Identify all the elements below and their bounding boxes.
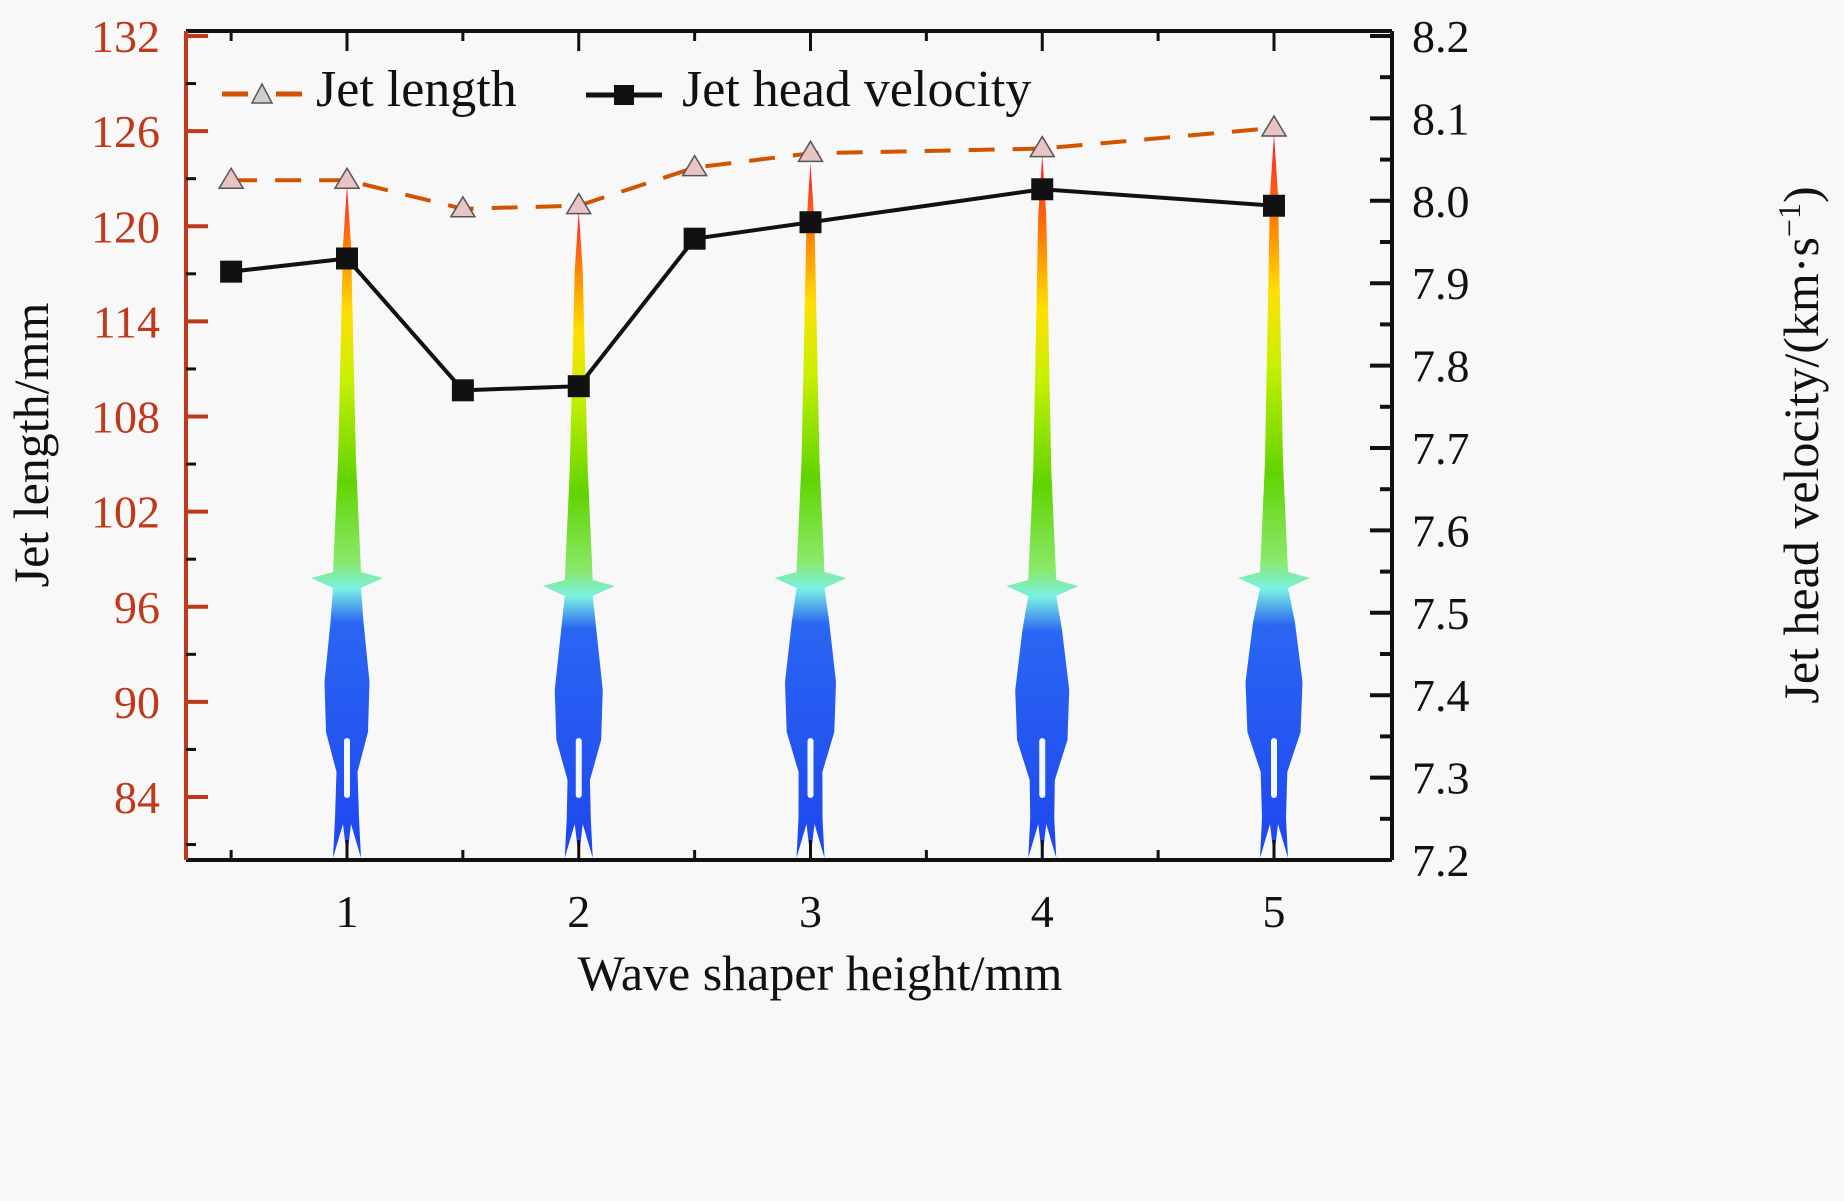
right-axis-title-sup: −1 [1771, 203, 1807, 237]
left-tick-label: 90 [114, 677, 160, 728]
jet-image-1 [311, 185, 383, 858]
jet-image-4 [1006, 154, 1079, 858]
legend-velocity-marker [614, 85, 634, 105]
x-axis-title: Wave shaper height/mm [578, 945, 1063, 1001]
right-axis-tick-labels: 7.2 7.3 7.4 7.5 7.6 7.7 7.8 7.9 8.0 8.1 8.2 [1412, 11, 1470, 886]
legend: Jet length Jet head velocity [222, 61, 1031, 118]
jet-body-4 [1006, 154, 1079, 858]
right-tick-label: 8.2 [1412, 11, 1470, 62]
left-axis-tick-labels: 84 90 96 102 108 114 120 126 132 [91, 11, 160, 823]
jet-velocity-point [683, 227, 706, 250]
jet-length-point [449, 195, 477, 218]
jet-velocity-point [220, 260, 243, 283]
right-tick-label: 7.5 [1412, 588, 1470, 639]
left-tick-label: 96 [114, 582, 160, 633]
series-line-jet-length [231, 125, 1275, 211]
jet-velocity-point [1031, 178, 1054, 201]
right-axis-title-close: ) [1773, 186, 1829, 203]
jet-length-point [1028, 135, 1056, 158]
x-tick-label: 5 [1263, 886, 1286, 937]
right-tick-label: 7.8 [1412, 341, 1470, 392]
jet-velocity-point [799, 211, 822, 234]
series-jet-length [217, 114, 1288, 218]
jet-image-5 [1238, 134, 1310, 858]
jet-velocity-point [1263, 194, 1285, 217]
jet-velocity-point [451, 379, 474, 402]
x-tick-label: 4 [1031, 886, 1054, 937]
right-tick-label: 7.6 [1412, 505, 1470, 556]
jet-length-point [333, 166, 361, 190]
left-tick-label: 126 [91, 106, 160, 157]
right-axis-title-main: Jet head velocity/(km·s [1773, 237, 1829, 704]
left-tick-label: 132 [91, 11, 160, 62]
jet-length-point [797, 139, 824, 163]
left-tick-label: 114 [93, 296, 160, 347]
left-axis-title: Jet length/mm [3, 303, 59, 588]
jet-velocity-point [567, 375, 590, 398]
x-tick-label: 2 [567, 886, 590, 937]
series-layer [217, 114, 1288, 402]
jet-slug-gap-4 [1039, 738, 1046, 798]
legend-label-jet-head-velocity: Jet head velocity [682, 61, 1031, 118]
right-tick-label: 8.0 [1412, 176, 1470, 227]
plot-frame [184, 29, 1394, 862]
right-tick-label: 7.4 [1412, 670, 1470, 721]
jet-body-3 [774, 162, 847, 859]
jet-body-2 [542, 210, 615, 859]
left-tick-label: 120 [91, 201, 160, 252]
jet-simulation-images [311, 134, 1310, 859]
right-tick-label: 7.7 [1412, 423, 1470, 474]
jet-slug-gap-5 [1271, 738, 1277, 798]
left-tick-label: 102 [91, 487, 160, 538]
jet-velocity-point [336, 247, 358, 270]
legend-label-jet-length: Jet length [316, 61, 517, 118]
jet-length-point [1260, 114, 1288, 137]
jet-length-point [681, 154, 708, 177]
jet-body-5 [1238, 134, 1310, 858]
left-tick-label: 84 [114, 772, 160, 823]
legend-item-jet-head-velocity: Jet head velocity [586, 61, 1031, 118]
series-line-jet-head-velocity [230, 187, 1275, 393]
right-axis-title: Jet head velocity/(km·s−1) [1771, 186, 1829, 703]
left-tick-label: 108 [91, 392, 160, 443]
right-tick-label: 8.1 [1412, 93, 1470, 144]
jet-image-2 [542, 210, 615, 859]
legend-item-jet-length: Jet length [222, 61, 517, 118]
jet-slug-gap-2 [575, 738, 582, 798]
jet-image-3 [774, 162, 847, 859]
jet-length-point [565, 192, 593, 215]
jet-slug-gap-3 [807, 738, 814, 798]
right-tick-label: 7.3 [1412, 753, 1470, 804]
jet-slug-gap-1 [344, 738, 350, 798]
legend-jet-length-marker [250, 82, 274, 104]
x-tick-label: 3 [799, 886, 822, 937]
right-tick-label: 7.2 [1412, 835, 1470, 886]
series-jet-head-velocity [220, 178, 1285, 402]
right-tick-label: 7.9 [1412, 258, 1470, 309]
jet-body-1 [311, 185, 383, 858]
x-tick-label: 1 [336, 886, 359, 937]
x-axis-tick-labels: 1 2 3 4 5 [336, 886, 1286, 937]
jet-length-point [217, 166, 245, 190]
